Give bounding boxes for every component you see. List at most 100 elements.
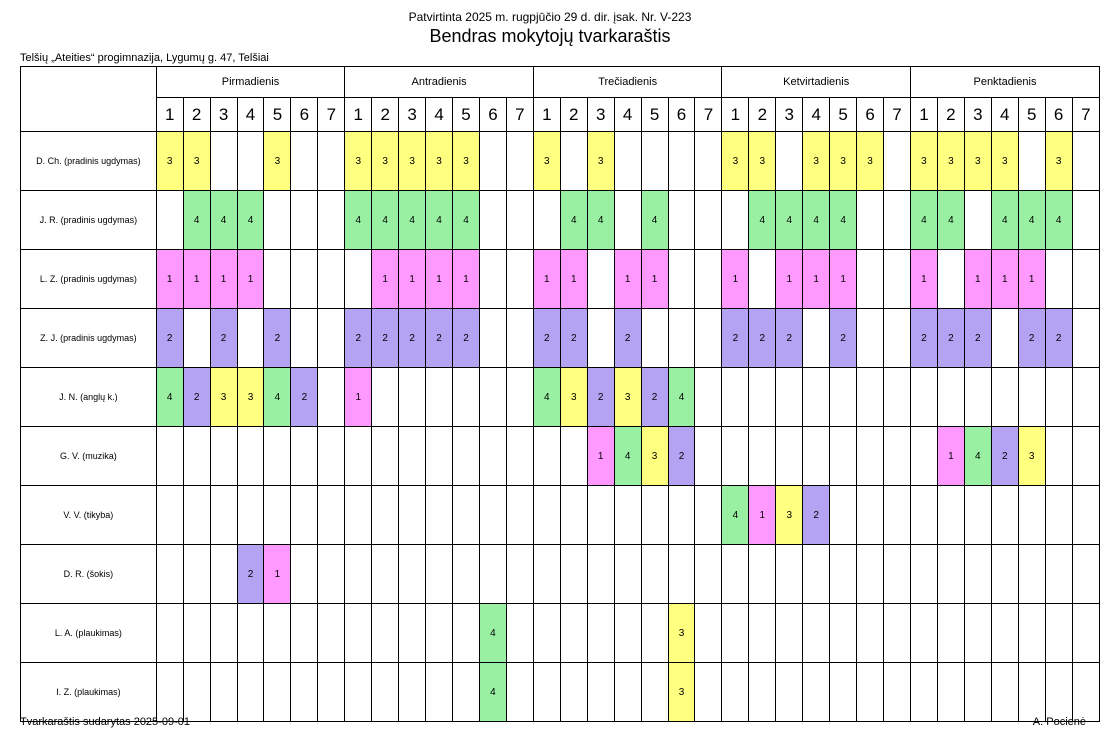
lesson-cell: 4 <box>371 190 400 250</box>
empty-cell <box>452 485 480 545</box>
empty-cell <box>586 308 615 368</box>
lesson-cell: 3 <box>721 131 750 191</box>
empty-cell <box>1071 131 1100 191</box>
lesson-cell: 2 <box>936 308 965 368</box>
lesson-cell: 4 <box>478 603 507 663</box>
empty-cell <box>748 367 777 427</box>
lesson-cell: 4 <box>829 190 858 250</box>
period-number: 6 <box>1044 97 1073 132</box>
empty-cell <box>559 662 588 722</box>
lesson-cell: 2 <box>1044 308 1073 368</box>
empty-cell <box>613 603 642 663</box>
lesson-cell: 4 <box>182 190 211 250</box>
empty-cell <box>1044 367 1073 427</box>
empty-cell <box>721 544 750 604</box>
period-number: 1 <box>344 97 373 132</box>
day-header: Penktadienis <box>909 66 1100 98</box>
lesson-cell: 2 <box>586 367 615 427</box>
day-header: Trečiadienis <box>532 66 723 98</box>
empty-cell <box>936 603 965 663</box>
lesson-cell: 4 <box>667 367 696 427</box>
lesson-cell: 4 <box>559 190 588 250</box>
empty-cell <box>963 190 992 250</box>
empty-cell <box>344 662 373 722</box>
empty-cell <box>1044 603 1073 663</box>
lesson-cell: 4 <box>640 190 669 250</box>
lesson-cell: 1 <box>802 249 831 309</box>
period-number: 6 <box>667 97 696 132</box>
empty-cell <box>936 367 965 427</box>
empty-cell <box>829 367 858 427</box>
empty-cell <box>856 485 885 545</box>
lesson-cell: 4 <box>909 190 938 250</box>
empty-cell <box>1071 485 1100 545</box>
empty-cell <box>990 308 1019 368</box>
period-number: 4 <box>802 97 831 132</box>
teacher-name: V. V. (tikyba) <box>20 485 157 545</box>
empty-cell <box>532 190 561 250</box>
lesson-cell: 3 <box>155 131 184 191</box>
lesson-cell: 2 <box>371 308 400 368</box>
empty-cell <box>425 426 454 486</box>
empty-cell <box>613 544 642 604</box>
lesson-cell: 4 <box>586 190 615 250</box>
lesson-cell: 1 <box>263 544 292 604</box>
lesson-cell: 2 <box>775 308 804 368</box>
empty-cell <box>586 662 615 722</box>
empty-cell <box>505 367 534 427</box>
empty-cell <box>505 426 534 486</box>
lesson-cell: 3 <box>667 603 696 663</box>
empty-cell <box>936 544 965 604</box>
empty-cell <box>263 190 292 250</box>
empty-cell <box>856 662 885 722</box>
empty-cell <box>775 426 804 486</box>
period-number: 1 <box>909 97 938 132</box>
period-number: 3 <box>775 97 804 132</box>
empty-cell <box>290 662 319 722</box>
empty-cell <box>694 190 723 250</box>
empty-cell <box>963 367 992 427</box>
teacher-row: I. Z. (plaukimas) 4 3 <box>20 662 1100 722</box>
empty-cell <box>452 367 480 427</box>
empty-cell <box>532 662 561 722</box>
empty-cell <box>586 249 615 309</box>
empty-cell <box>155 603 184 663</box>
footer-note: Tvarkaraštis sudarytas 2025-09-01 <box>20 716 190 728</box>
empty-cell <box>425 544 454 604</box>
lesson-cell: 1 <box>398 249 427 309</box>
lesson-cell: 3 <box>640 426 669 486</box>
empty-cell <box>425 485 454 545</box>
lesson-cell: 2 <box>721 308 750 368</box>
empty-cell <box>398 426 427 486</box>
empty-cell <box>505 603 534 663</box>
empty-cell <box>990 367 1019 427</box>
empty-cell <box>478 544 507 604</box>
period-number: 1 <box>532 97 561 132</box>
lesson-cell: 2 <box>209 308 238 368</box>
empty-cell <box>694 249 723 309</box>
day-header: Pirmadienis <box>155 66 346 98</box>
empty-cell <box>398 662 427 722</box>
lesson-cell: 1 <box>613 249 642 309</box>
empty-cell <box>1044 249 1073 309</box>
lesson-cell: 1 <box>236 249 265 309</box>
empty-cell <box>290 190 319 250</box>
empty-cell <box>856 190 885 250</box>
empty-cell <box>667 249 696 309</box>
approval-note: Patvirtinta 2025 m. rugpjūčio 29 d. dir.… <box>408 10 692 24</box>
lesson-cell: 1 <box>775 249 804 309</box>
empty-cell <box>1071 426 1100 486</box>
empty-cell <box>694 662 723 722</box>
lesson-cell: 1 <box>425 249 454 309</box>
lesson-cell: 4 <box>936 190 965 250</box>
empty-cell <box>371 426 400 486</box>
empty-cell <box>290 426 319 486</box>
empty-cell <box>748 249 777 309</box>
empty-cell <box>452 603 480 663</box>
empty-cell <box>290 308 319 368</box>
empty-cell <box>236 131 265 191</box>
empty-cell <box>263 603 292 663</box>
lesson-cell: 4 <box>1044 190 1073 250</box>
lesson-cell: 4 <box>613 426 642 486</box>
empty-cell <box>290 544 319 604</box>
